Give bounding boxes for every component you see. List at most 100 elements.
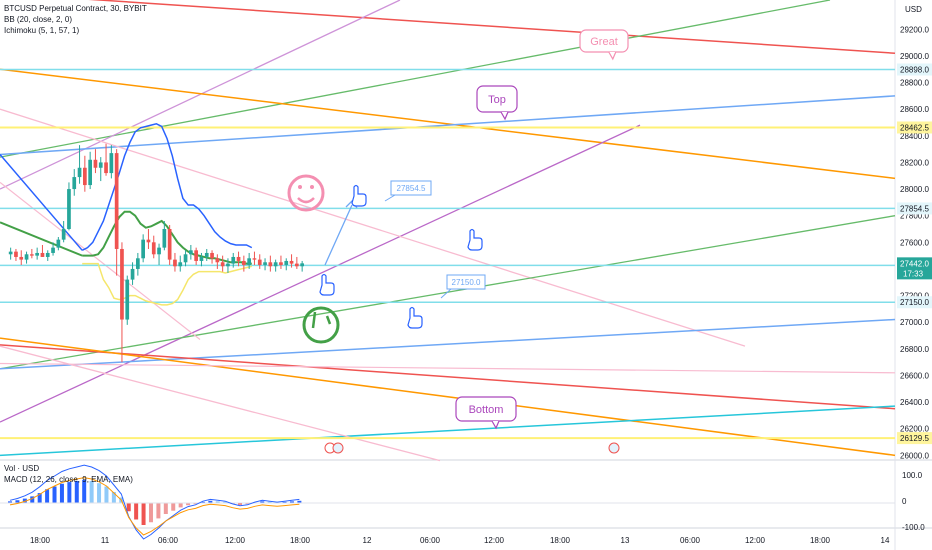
macd-histogram-bar [282, 501, 287, 503]
hand-pointer-icon-shape [407, 306, 423, 329]
macd-histogram-bar [245, 503, 250, 505]
bb-indicator-label[interactable]: BB (20, close, 2, 0) [4, 15, 73, 24]
macd-tick-label: 0 [902, 497, 907, 506]
trend-line-cyan-lower [0, 405, 896, 457]
candle-body [151, 242, 156, 255]
candle-body [220, 262, 225, 267]
hand-pointer-icon [407, 306, 423, 329]
macd-histogram-bar [97, 483, 102, 503]
trend-line-blue-upper [0, 95, 896, 156]
chart-legend: BTCUSD Perpetual Contract, 30, BYBIT BB … [4, 3, 147, 36]
annotation-bottom-text: Bottom [469, 404, 504, 416]
candle-body [114, 153, 119, 249]
currency-label: USD [905, 5, 922, 14]
candle-body [226, 263, 230, 267]
trend-line-green-upper [0, 0, 831, 158]
candle-body [231, 256, 236, 264]
candle-body [236, 256, 241, 261]
price-tick-label: 28400.0 [900, 132, 929, 141]
macd-histogram-bar [30, 496, 35, 503]
candle-body [295, 263, 299, 267]
candle-body [173, 259, 177, 267]
candle-body [67, 189, 71, 229]
candle-body [104, 162, 108, 174]
hand-pointer-icon-shape [351, 184, 367, 207]
macd-histogram-bar [238, 503, 243, 505]
trend-line-pink-horizontal [0, 362, 896, 374]
candle-body [242, 260, 246, 265]
macd-histogram-bar [163, 503, 168, 514]
smiley-happy-eye [310, 185, 314, 189]
macd-signal-line [9, 477, 300, 536]
time-tick-label: 18:00 [30, 536, 51, 545]
callout-upper: 27854.5 [384, 180, 432, 202]
price-badge [897, 432, 932, 445]
smiley-happy-face [287, 174, 325, 212]
time-tick-label: 18:00 [810, 536, 831, 545]
volume-label[interactable]: Vol · USD [4, 464, 40, 473]
price-badge [897, 296, 932, 309]
trend-line-orange-upper [0, 68, 896, 180]
candle-body [61, 229, 66, 240]
macd-histogram-bar [111, 492, 116, 503]
candle-body [167, 229, 172, 260]
price-tick-label: 28600.0 [900, 105, 929, 114]
macd-histogram-bar [267, 501, 272, 503]
price-badge [897, 121, 932, 134]
symbol-title[interactable]: BTCUSD Perpetual Contract, 30, BYBIT [4, 4, 147, 13]
candle-body [247, 258, 251, 265]
macd-histogram-bar [186, 503, 191, 506]
time-tick-label: 12 [363, 536, 372, 545]
candle-body [30, 254, 34, 256]
hand-pointer-icon-shape [319, 273, 335, 296]
macd-histogram-bar [104, 486, 109, 503]
price-axis: USD29200.029000.028800.028600.028400.028… [897, 5, 932, 460]
candle-body [162, 229, 167, 248]
smiley-green-icon [302, 306, 340, 344]
ichimoku-indicator-label[interactable]: Ichimoku (5, 1, 57, 1) [4, 26, 80, 35]
flag-event-icon [332, 442, 344, 454]
price-tick-label: 26200.0 [900, 425, 929, 434]
macd-histogram-bar [289, 501, 294, 503]
macd-histogram-bar [67, 482, 72, 503]
smiley-green-face [302, 306, 340, 344]
last-price-badge [897, 257, 932, 280]
callout-lower: 27150.0 [440, 274, 486, 299]
candle-body [141, 239, 145, 259]
macd-histogram-bar [208, 500, 213, 503]
candle-body [98, 162, 103, 168]
candle-body [273, 262, 278, 267]
smiley-happy-eye [298, 185, 302, 189]
candle-body [263, 262, 267, 265]
time-tick-label: 06:00 [680, 536, 701, 545]
trend-line-purple-mid [0, 124, 641, 423]
time-axis: 18:00 11 06:00 12:00 18:00 12 06:00 12:00 18:00 1… [30, 536, 890, 545]
macd-label[interactable]: MACD (12, 26, close, 9, EMA, EMA) [4, 475, 133, 484]
macd-tick-label: 100.0 [902, 471, 923, 480]
macd-histogram-bar [134, 503, 139, 520]
trend-line-red-top [88, 0, 896, 55]
bb-basis-line-early [0, 221, 83, 257]
macd-histogram-bar [178, 503, 183, 508]
annotation-bottom-pointer [491, 420, 500, 430]
candle-body [51, 247, 55, 253]
candle-body [199, 256, 204, 261]
macd-histogram-bar [148, 503, 153, 523]
annotation-top: Top [476, 85, 518, 121]
callout-upper-pointer [384, 194, 396, 202]
candle-body [284, 260, 289, 265]
price-tick-label: 27600.0 [900, 238, 929, 247]
trend-line-red-lower [0, 344, 896, 410]
price-tick-label: 27800.0 [900, 212, 929, 221]
last-price-label: 27442.0 [900, 259, 929, 268]
candle-body [268, 262, 273, 267]
candle-body [252, 258, 257, 260]
macd-histogram-bar [200, 501, 205, 503]
price-badge [897, 202, 932, 215]
trend-line-pink-upper [0, 108, 746, 347]
price-badge [897, 63, 932, 76]
price-tick-label: 27000.0 [900, 318, 929, 327]
price-tick-label: 26000.0 [900, 451, 929, 460]
time-tick-label: 14 [881, 536, 890, 545]
